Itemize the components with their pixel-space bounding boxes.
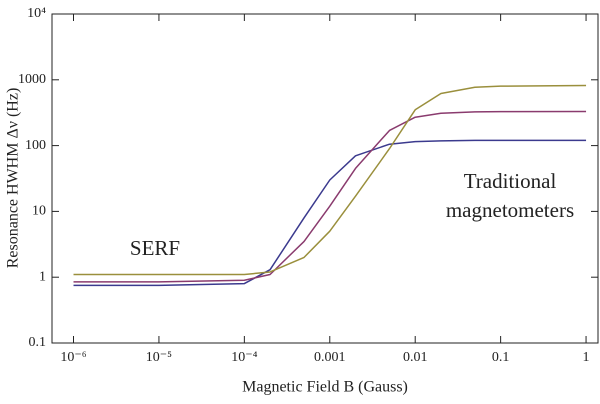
series-line xyxy=(73,84,587,276)
x-tick-label: 10⁻⁴ xyxy=(231,350,257,365)
x-tick-label: 0.01 xyxy=(403,350,428,365)
plot-frame xyxy=(51,13,599,344)
annotation: Traditional xyxy=(464,169,557,193)
y-axis-label: Resonance HWHM Δν (Hz) xyxy=(5,88,22,269)
y-tick-label: 10 xyxy=(32,204,46,219)
annotation: SERF xyxy=(130,236,180,260)
y-tick-label: 100 xyxy=(25,138,46,153)
x-tick-label: 10⁻⁵ xyxy=(146,350,172,365)
y-tick-label: 1 xyxy=(39,269,46,284)
y-tick-label: 10⁴ xyxy=(27,6,46,21)
y-tick-label: 1000 xyxy=(18,72,46,87)
x-tick-label: 10⁻⁶ xyxy=(60,350,86,365)
series-line xyxy=(73,139,587,287)
x-tick-label: 0.1 xyxy=(492,350,510,365)
y-tick-label: 0.1 xyxy=(29,335,47,350)
x-tick-label: 0.001 xyxy=(314,350,346,365)
series-line xyxy=(73,110,587,283)
annotation: magnetometers xyxy=(446,198,574,222)
x-axis-label: Magnetic Field B (Gauss) xyxy=(242,379,408,396)
x-tick-label: 1 xyxy=(583,350,590,365)
